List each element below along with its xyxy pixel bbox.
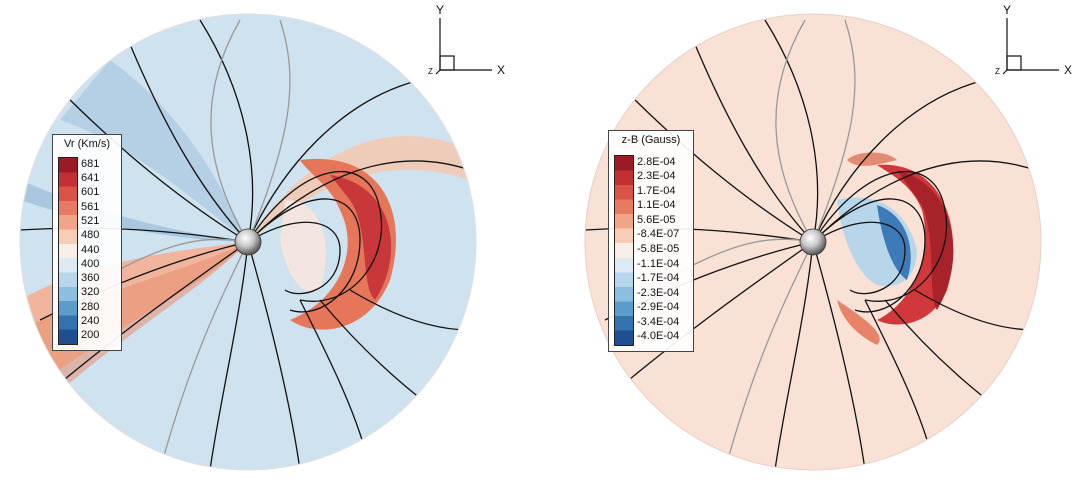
colorbar-tick-label: 2.3E-04: [637, 170, 676, 183]
colorbar-tick-label: 5.6E-05: [637, 213, 676, 226]
axis-triad-icon: [1002, 18, 1059, 75]
colorbar-tick-label: 200: [81, 329, 100, 342]
colorbar-tick-label: -5.8E-05: [637, 243, 680, 255]
colorbar-tick-label: 601: [81, 186, 100, 199]
axis-z-label: Z: [428, 67, 433, 76]
colorbar-tick-label: 320: [81, 286, 100, 299]
colorbar-tick-label: -3.4E-04: [637, 315, 680, 328]
legend-title: Vr (Km/s): [63, 138, 111, 150]
zb-panel: Y X Z z-B (Gauss) 2.8E-04 2.3E-04 1.7E-04 1…: [537, 0, 1073, 485]
zb-contour-plot: [584, 13, 1059, 471]
colorbar-tick-label: 681: [81, 157, 100, 170]
sun-sphere-icon: [799, 228, 827, 256]
colorbar-tick-label: 240: [81, 315, 100, 328]
colorbar-tick-label: 480: [81, 229, 100, 242]
colorbar-tick-label: 561: [81, 200, 100, 213]
colorbar-tick-label: 1.1E-04: [637, 199, 676, 212]
colorbar-tick-label: -1.1E-04: [637, 257, 680, 270]
axis-y-label: Y: [436, 3, 445, 17]
colorbar-tick-label: 400: [81, 257, 100, 270]
colorbar-tick-label: -2.3E-04: [637, 286, 680, 299]
axis-triad-icon: [435, 18, 492, 75]
axis-z-label: Z: [995, 67, 1000, 76]
colorbar-tick-label: -2.9E-04: [637, 301, 680, 314]
zb-colorbar-legend: z-B (Gauss) 2.8E-04 2.3E-04 1.7E-04 1.1E-04…: [608, 130, 694, 352]
colorbar-tick-label: 641: [81, 171, 100, 184]
colorbar-tick-label: -1.7E-04: [637, 272, 680, 285]
colorbar-tick-label: -8.4E-07: [637, 228, 680, 241]
colorbar: [58, 157, 78, 345]
colorbar-tick-label: 440: [81, 243, 100, 256]
axis-x-label: X: [1064, 63, 1073, 77]
zb-streamlines: [585, 19, 1036, 470]
vr-colorbar-legend: Vr (Km/s) 681 641 601 561 521 480 440 400 360 320…: [52, 134, 122, 351]
colorbar: [614, 155, 634, 346]
colorbar-tick-label: 1.7E-04: [637, 184, 676, 197]
vr-contour-plot: [19, 13, 492, 471]
vr-panel: Y X Z Vr (Km/s) 681 641 601 561 521 480 440 400…: [0, 0, 536, 485]
colorbar-tick-label: 280: [81, 300, 100, 313]
axis-x-label: X: [497, 63, 506, 77]
colorbar-tick-label: -4.0E-04: [637, 330, 680, 343]
vr-streamlines: [20, 19, 471, 470]
sun-sphere-icon: [234, 228, 262, 256]
colorbar-tick-label: 360: [81, 272, 100, 285]
colorbar-tick-label: 521: [81, 214, 100, 227]
colorbar-tick-label: 2.8E-04: [637, 155, 676, 168]
axis-y-label: Y: [1003, 3, 1012, 17]
legend-title: z-B (Gauss): [621, 134, 681, 146]
